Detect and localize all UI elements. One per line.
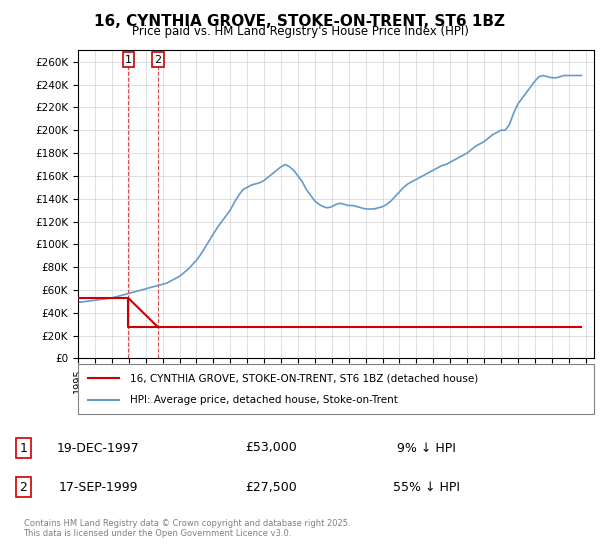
Text: Price paid vs. HM Land Registry's House Price Index (HPI): Price paid vs. HM Land Registry's House … — [131, 25, 469, 38]
Text: 55% ↓ HPI: 55% ↓ HPI — [393, 480, 460, 494]
Text: 1: 1 — [125, 54, 132, 64]
Text: 1: 1 — [20, 441, 28, 455]
Text: HPI: Average price, detached house, Stoke-on-Trent: HPI: Average price, detached house, Stok… — [130, 395, 397, 405]
Text: £53,000: £53,000 — [245, 441, 297, 455]
Text: 17-SEP-1999: 17-SEP-1999 — [59, 480, 138, 494]
Text: 19-DEC-1997: 19-DEC-1997 — [57, 441, 140, 455]
Text: 16, CYNTHIA GROVE, STOKE-ON-TRENT, ST6 1BZ: 16, CYNTHIA GROVE, STOKE-ON-TRENT, ST6 1… — [95, 14, 505, 29]
Text: £27,500: £27,500 — [245, 480, 297, 494]
Text: Contains HM Land Registry data © Crown copyright and database right 2025.
This d: Contains HM Land Registry data © Crown c… — [23, 519, 350, 538]
Text: 2: 2 — [154, 54, 161, 64]
Text: 2: 2 — [20, 480, 28, 494]
Text: 9% ↓ HPI: 9% ↓ HPI — [397, 441, 456, 455]
Text: 16, CYNTHIA GROVE, STOKE-ON-TRENT, ST6 1BZ (detached house): 16, CYNTHIA GROVE, STOKE-ON-TRENT, ST6 1… — [130, 373, 478, 383]
FancyBboxPatch shape — [78, 364, 594, 414]
